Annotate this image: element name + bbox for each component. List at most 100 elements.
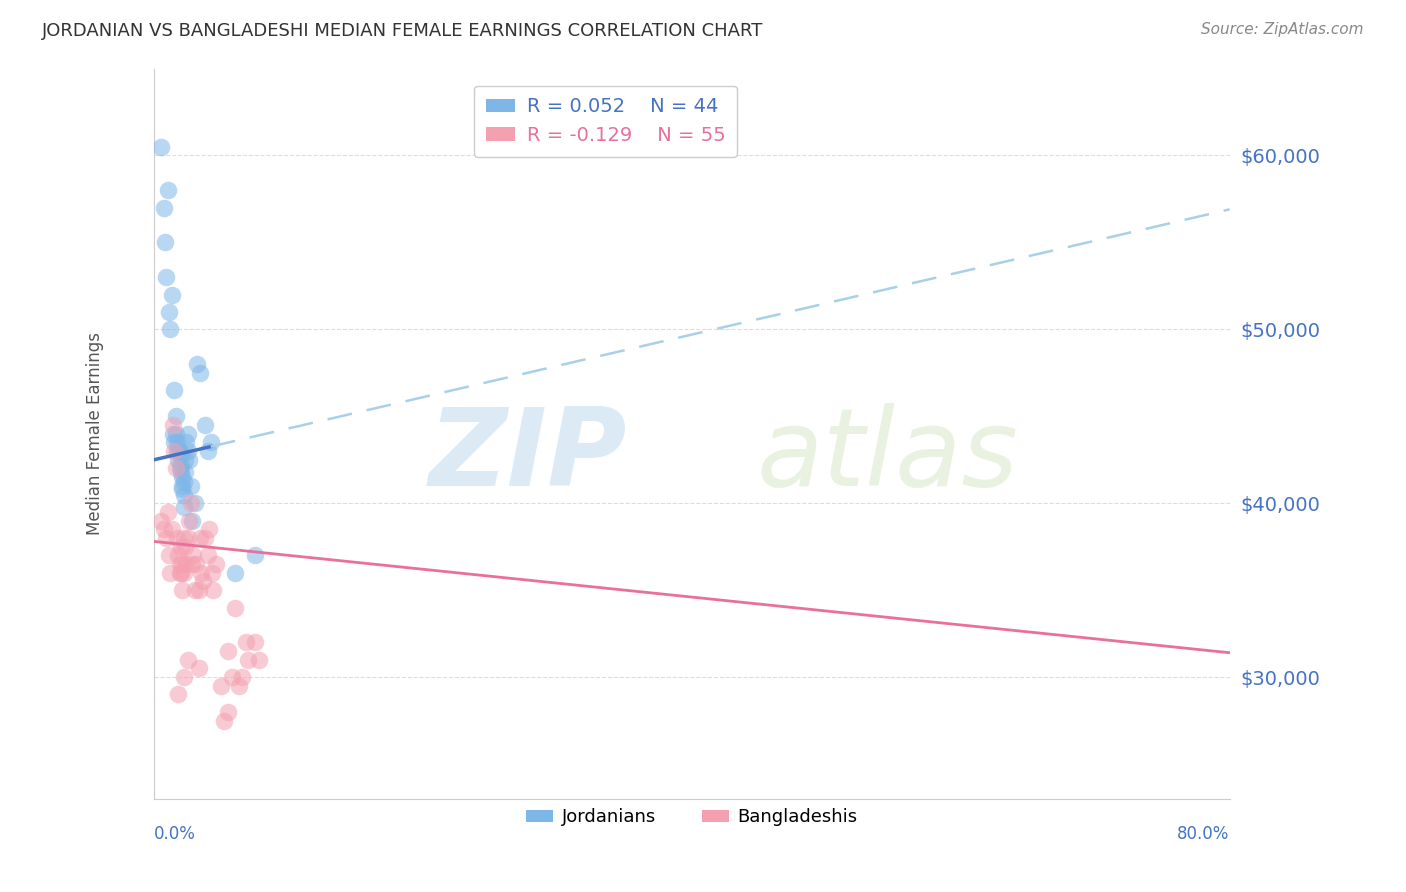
Point [160, 287, 183, 301]
Point [162, 417, 184, 432]
Point [198, 522, 221, 536]
Point [224, 600, 246, 615]
Text: Median Female Earnings: Median Female Earnings [86, 332, 104, 535]
Point [238, 653, 260, 667]
Point [200, 435, 222, 450]
Text: JORDANIAN VS BANGLADESHI MEDIAN FEMALE EARNINGS CORRELATION CHART: JORDANIAN VS BANGLADESHI MEDIAN FEMALE E… [42, 22, 763, 40]
Point [180, 557, 202, 571]
Point [156, 183, 179, 197]
Point [177, 444, 200, 458]
Point [156, 505, 179, 519]
Point [165, 461, 187, 475]
Point [155, 270, 177, 285]
Point [165, 426, 187, 441]
Point [183, 496, 205, 510]
Point [197, 549, 219, 563]
Point [153, 235, 176, 250]
Point [170, 458, 193, 472]
Point [176, 557, 198, 571]
Point [180, 514, 202, 528]
Point [243, 549, 266, 563]
Point [167, 452, 190, 467]
Point [180, 479, 202, 493]
Point [180, 496, 202, 510]
Point [217, 644, 239, 658]
Point [228, 679, 250, 693]
Point [187, 583, 209, 598]
Point [162, 426, 184, 441]
Point [202, 583, 225, 598]
Text: atlas: atlas [756, 403, 1018, 508]
Point [172, 479, 194, 493]
Point [217, 705, 239, 719]
Point [179, 452, 201, 467]
Point [157, 305, 180, 319]
Point [188, 366, 211, 380]
Point [173, 487, 195, 501]
Point [194, 531, 217, 545]
Point [166, 435, 188, 450]
Point [173, 500, 195, 514]
Point [169, 461, 191, 475]
Point [221, 670, 243, 684]
Point [172, 557, 194, 571]
Point [212, 714, 235, 728]
Point [201, 566, 224, 580]
Point [163, 383, 186, 397]
Legend: Jordanians, Bangladeshis: Jordanians, Bangladeshis [519, 801, 865, 834]
Point [174, 452, 197, 467]
Point [173, 566, 195, 580]
Point [177, 531, 200, 545]
Point [167, 688, 190, 702]
Point [170, 465, 193, 479]
Point [190, 566, 212, 580]
Point [172, 583, 194, 598]
Point [159, 566, 181, 580]
Point [152, 201, 174, 215]
Point [183, 583, 205, 598]
Point [194, 417, 217, 432]
Point [166, 531, 188, 545]
Point [166, 444, 188, 458]
Point [243, 635, 266, 649]
Point [173, 475, 195, 490]
Point [187, 661, 209, 675]
Point [173, 670, 195, 684]
Point [197, 444, 219, 458]
Point [169, 444, 191, 458]
Point [170, 566, 193, 580]
Point [184, 557, 207, 571]
Point [231, 670, 253, 684]
Point [224, 566, 246, 580]
Point [155, 531, 177, 545]
Point [181, 549, 204, 563]
Point [170, 448, 193, 462]
Point [177, 426, 200, 441]
Point [209, 679, 232, 693]
Text: 0.0%: 0.0% [155, 825, 195, 843]
Point [149, 140, 172, 154]
Point [177, 653, 200, 667]
Point [191, 574, 214, 589]
Point [205, 557, 228, 571]
Point [247, 653, 270, 667]
Text: ZIP: ZIP [429, 402, 627, 508]
Point [169, 557, 191, 571]
Point [163, 435, 186, 450]
Point [188, 531, 211, 545]
Point [163, 444, 186, 458]
Point [152, 522, 174, 536]
Point [235, 635, 257, 649]
Point [165, 409, 187, 424]
Point [176, 435, 198, 450]
Point [159, 322, 181, 336]
Point [167, 549, 190, 563]
Text: 80.0%: 80.0% [1177, 825, 1230, 843]
Point [169, 566, 191, 580]
Point [160, 522, 183, 536]
Text: Source: ZipAtlas.com: Source: ZipAtlas.com [1201, 22, 1364, 37]
Point [172, 483, 194, 497]
Point [179, 514, 201, 528]
Point [172, 470, 194, 484]
Point [186, 357, 208, 371]
